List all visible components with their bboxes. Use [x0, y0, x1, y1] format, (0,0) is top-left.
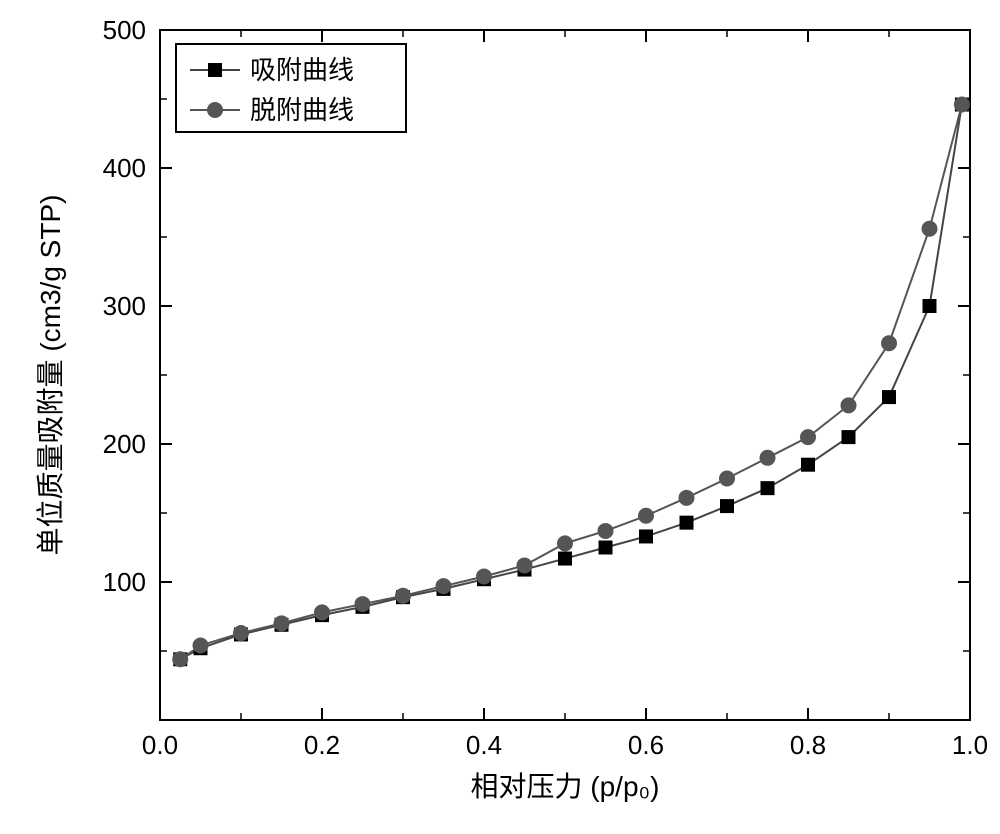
circle-marker [800, 429, 816, 445]
circle-marker [679, 490, 695, 506]
square-marker [599, 541, 613, 555]
square-marker [639, 529, 653, 543]
circle-marker [954, 97, 970, 113]
y-tick-label: 100 [103, 567, 146, 597]
square-marker [761, 481, 775, 495]
y-axis-label: 单位质量吸附量 (cm3/g STP) [35, 195, 66, 556]
isotherm-chart: 0.0 0.2 0.4 0.6 0.8 1.0 100 200 300 400 500 相对压力 (p… [0, 0, 1000, 834]
y-tick-label: 300 [103, 291, 146, 321]
circle-marker [881, 335, 897, 351]
circle-marker [172, 651, 188, 667]
circle-marker [598, 523, 614, 539]
circle-marker [274, 615, 290, 631]
legend-label: 脱附曲线 [250, 95, 354, 125]
square-marker [208, 63, 222, 77]
circle-marker [314, 604, 330, 620]
circle-marker [355, 596, 371, 612]
circle-marker [841, 397, 857, 413]
circle-marker [436, 578, 452, 594]
square-marker [842, 430, 856, 444]
circle-marker [557, 535, 573, 551]
circle-marker [922, 221, 938, 237]
x-tick-label: 1.0 [952, 730, 988, 760]
square-marker [882, 390, 896, 404]
square-marker [720, 499, 734, 513]
legend-label: 吸附曲线 [250, 55, 354, 85]
y-tick-label: 500 [103, 15, 146, 45]
x-tick-label: 0.6 [628, 730, 664, 760]
chart-container: 0.0 0.2 0.4 0.6 0.8 1.0 100 200 300 400 500 相对压力 (p… [0, 0, 1000, 834]
square-marker [680, 516, 694, 530]
x-axis-label: 相对压力 (p/p₀) [471, 771, 660, 802]
legend: 吸附曲线脱附曲线 [176, 44, 406, 132]
square-marker [923, 299, 937, 313]
circle-marker [760, 450, 776, 466]
x-tick-label: 0.8 [790, 730, 826, 760]
circle-marker [719, 471, 735, 487]
circle-marker [233, 625, 249, 641]
x-tick-label: 0.2 [304, 730, 340, 760]
y-tick-label: 200 [103, 429, 146, 459]
circle-marker [193, 637, 209, 653]
square-marker [801, 458, 815, 472]
x-tick-label: 0.0 [142, 730, 178, 760]
circle-marker [638, 508, 654, 524]
y-tick-label: 400 [103, 153, 146, 183]
circle-marker [207, 102, 223, 118]
circle-marker [476, 568, 492, 584]
circle-marker [517, 557, 533, 573]
x-tick-label: 0.4 [466, 730, 502, 760]
square-marker [558, 552, 572, 566]
circle-marker [395, 588, 411, 604]
